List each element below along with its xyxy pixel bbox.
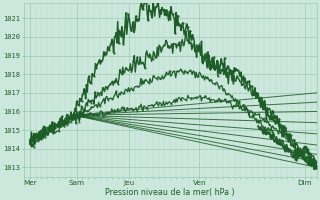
X-axis label: Pression niveau de la mer( hPa ): Pression niveau de la mer( hPa )	[105, 188, 235, 197]
